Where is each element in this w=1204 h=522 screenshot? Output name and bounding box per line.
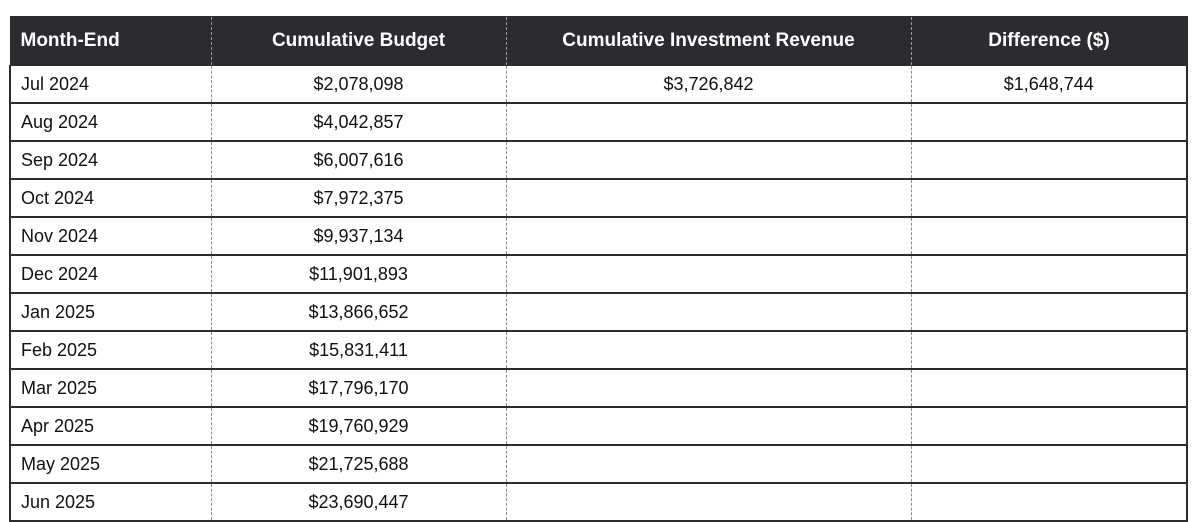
- table-row: Aug 2024 $4,042,857: [9, 103, 1188, 142]
- month-cell: May 2025: [9, 445, 212, 484]
- budget-cell: $11,901,893: [210, 255, 507, 294]
- revenue-cell: [505, 255, 912, 294]
- difference-cell: $1,648,744: [910, 65, 1188, 104]
- revenue-cell: [505, 369, 912, 408]
- budget-cell: $7,972,375: [210, 179, 507, 218]
- header-cumulative-budget: Cumulative Budget: [210, 16, 507, 66]
- revenue-cell: [505, 179, 912, 218]
- budget-cell: $15,831,411: [210, 331, 507, 370]
- table-header: Month-End Cumulative Budget Cumulative I…: [9, 16, 1188, 66]
- budget-cell: $21,725,688: [210, 445, 507, 484]
- budget-cell: $19,760,929: [210, 407, 507, 446]
- header-cumulative-investment-revenue: Cumulative Investment Revenue: [505, 16, 912, 66]
- table-row: May 2025 $21,725,688: [9, 445, 1188, 484]
- table-row: Jul 2024 $2,078,098 $3,726,842 $1,648,74…: [9, 65, 1188, 104]
- month-cell: Oct 2024: [9, 179, 212, 218]
- difference-cell: [910, 369, 1188, 408]
- table-row: Mar 2025 $17,796,170: [9, 369, 1188, 408]
- month-cell: Feb 2025: [9, 331, 212, 370]
- month-cell: Jan 2025: [9, 293, 212, 332]
- revenue-cell: $3,726,842: [505, 65, 912, 104]
- difference-cell: [910, 483, 1188, 522]
- difference-cell: [910, 407, 1188, 446]
- header-difference: Difference ($): [910, 16, 1188, 66]
- difference-cell: [910, 293, 1188, 332]
- revenue-cell: [505, 141, 912, 180]
- revenue-cell: [505, 217, 912, 256]
- budget-cell: $6,007,616: [210, 141, 507, 180]
- header-row: Month-End Cumulative Budget Cumulative I…: [9, 16, 1188, 66]
- table-row: Dec 2024 $11,901,893: [9, 255, 1188, 294]
- budget-cell: $23,690,447: [210, 483, 507, 522]
- budget-cell: $9,937,134: [210, 217, 507, 256]
- revenue-cell: [505, 331, 912, 370]
- difference-cell: [910, 255, 1188, 294]
- month-cell: Jul 2024: [9, 65, 212, 104]
- revenue-cell: [505, 407, 912, 446]
- month-cell: Sep 2024: [9, 141, 212, 180]
- revenue-cell: [505, 483, 912, 522]
- budget-cell: $2,078,098: [210, 65, 507, 104]
- month-cell: Nov 2024: [9, 217, 212, 256]
- table-body: Jul 2024 $2,078,098 $3,726,842 $1,648,74…: [9, 65, 1188, 522]
- revenue-cell: [505, 293, 912, 332]
- difference-cell: [910, 179, 1188, 218]
- table-row: Jun 2025 $23,690,447: [9, 483, 1188, 522]
- difference-cell: [910, 217, 1188, 256]
- budget-revenue-table: Month-End Cumulative Budget Cumulative I…: [9, 16, 1188, 522]
- month-cell: Apr 2025: [9, 407, 212, 446]
- table-row: Oct 2024 $7,972,375: [9, 179, 1188, 218]
- difference-cell: [910, 445, 1188, 484]
- month-cell: Aug 2024: [9, 103, 212, 142]
- revenue-cell: [505, 103, 912, 142]
- budget-cell: $13,866,652: [210, 293, 507, 332]
- revenue-cell: [505, 445, 912, 484]
- difference-cell: [910, 103, 1188, 142]
- month-cell: Mar 2025: [9, 369, 212, 408]
- header-month-end: Month-End: [9, 16, 212, 66]
- table-row: Sep 2024 $6,007,616: [9, 141, 1188, 180]
- table-row: Apr 2025 $19,760,929: [9, 407, 1188, 446]
- month-cell: Dec 2024: [9, 255, 212, 294]
- budget-cell: $4,042,857: [210, 103, 507, 142]
- table-row: Jan 2025 $13,866,652: [9, 293, 1188, 332]
- difference-cell: [910, 331, 1188, 370]
- difference-cell: [910, 141, 1188, 180]
- month-cell: Jun 2025: [9, 483, 212, 522]
- table-row: Feb 2025 $15,831,411: [9, 331, 1188, 370]
- budget-cell: $17,796,170: [210, 369, 507, 408]
- table-row: Nov 2024 $9,937,134: [9, 217, 1188, 256]
